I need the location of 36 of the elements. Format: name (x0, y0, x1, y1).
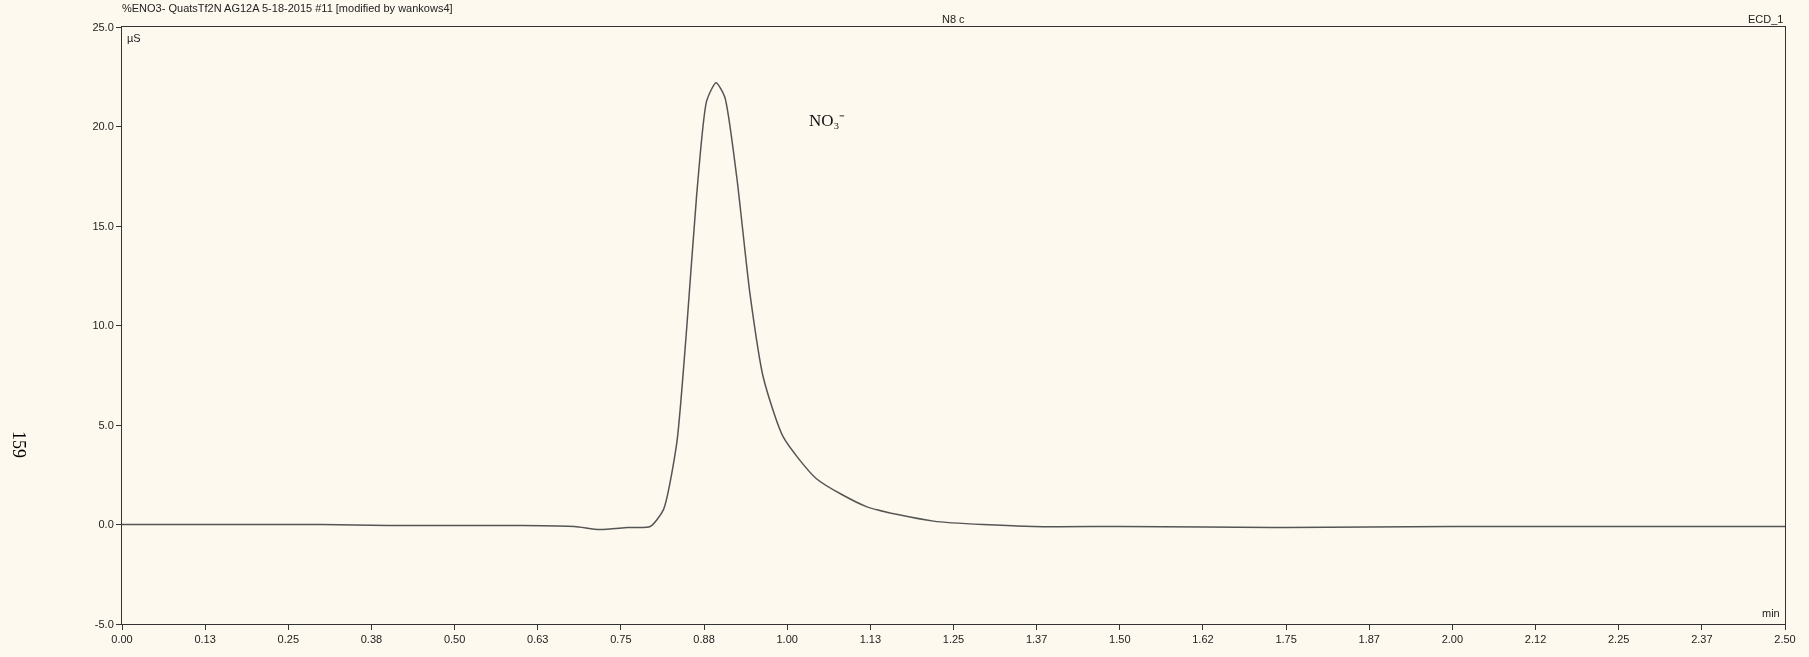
x-tick-label: 0.13 (194, 633, 216, 646)
x-tick-label: 0.25 (277, 633, 300, 646)
x-axis-title: min (1762, 607, 1780, 619)
x-tick-label: 1.50 (1109, 633, 1131, 646)
line-series (122, 81, 1785, 531)
x-tick-label: 0.88 (693, 633, 715, 646)
x-tick-label: 1.87 (1358, 633, 1380, 646)
x-tick-label: 2.37 (1691, 633, 1713, 646)
y-tick-label: 10.0 (92, 319, 114, 332)
y-tick-label: -5.0 (94, 617, 114, 630)
x-tick-label: 2.50 (1774, 633, 1796, 646)
x-tick-label: 0.63 (527, 633, 549, 646)
y-tick-label: 5.0 (98, 418, 114, 431)
y-tick-label: 0.0 (98, 518, 114, 531)
text: ECD_1 (1748, 13, 1784, 25)
x-tick-label: 1.37 (1025, 633, 1048, 646)
y-tick-label: 25.0 (92, 20, 114, 33)
y-tick-label: 20.0 (92, 120, 114, 133)
x-tick-label: 2.00 (1441, 633, 1464, 646)
x-tick-label: 0.00 (111, 633, 133, 646)
x-tick-label: 0.38 (360, 633, 383, 646)
x-tick-label: 1.62 (1192, 633, 1214, 646)
x-tick-label: 2.25 (1607, 633, 1630, 646)
x-tick-label: 1.13 (859, 633, 882, 646)
y-tick-label: 15.0 (92, 219, 114, 232)
text: 159 (8, 431, 29, 459)
annotation: NO₃⁻ (809, 111, 846, 130)
text: N8 c (942, 13, 966, 25)
x-tick-label: 0.75 (610, 633, 632, 646)
x-tick-label: 1.75 (1275, 633, 1297, 646)
x-tick-label: 1.25 (942, 633, 965, 646)
x-tick-label: 0.50 (443, 633, 466, 646)
x-tick-label: 1.00 (776, 633, 798, 646)
x-tick-label: 2.12 (1524, 633, 1547, 646)
chart-title: %ENO3- QuatsTf2N AG12A 5-18-2015 #11 [modified by wankows4] (122, 1, 453, 14)
y-axis-title: µS (127, 32, 141, 44)
